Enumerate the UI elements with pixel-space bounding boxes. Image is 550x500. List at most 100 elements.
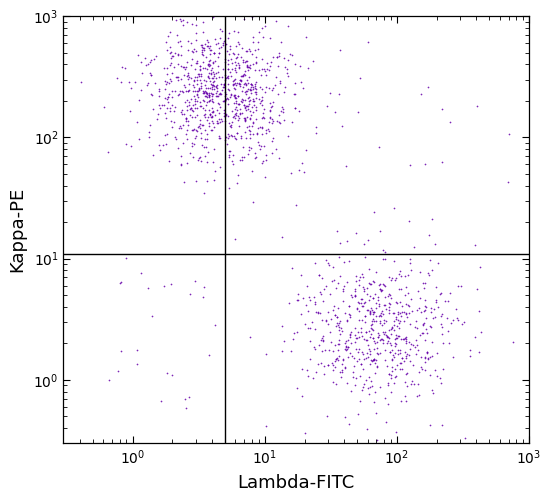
Point <box>427 338 436 346</box>
Point <box>232 179 241 187</box>
Point <box>165 90 174 98</box>
Point <box>298 365 307 373</box>
Point <box>207 104 216 112</box>
Point <box>188 126 196 134</box>
Point <box>184 46 192 54</box>
Point <box>421 160 430 168</box>
Point <box>379 310 388 318</box>
Point <box>144 60 152 68</box>
Point <box>191 47 200 55</box>
Point <box>265 127 273 135</box>
Point <box>351 334 360 342</box>
Point <box>282 68 291 76</box>
Point <box>261 174 270 182</box>
Point <box>185 98 194 106</box>
Point <box>215 44 224 52</box>
Point <box>330 302 339 310</box>
Point <box>353 328 362 336</box>
Point <box>246 126 255 134</box>
Point <box>146 90 155 98</box>
Point <box>414 287 423 295</box>
Point <box>133 360 141 368</box>
Point <box>174 90 183 98</box>
Point <box>305 356 314 364</box>
Point <box>329 378 338 386</box>
Point <box>189 48 197 56</box>
Point <box>509 338 518 346</box>
Point <box>152 52 161 60</box>
Point <box>193 73 202 81</box>
Point <box>417 308 426 316</box>
Point <box>234 100 243 108</box>
Point <box>196 72 205 80</box>
Point <box>168 123 177 131</box>
Point <box>386 338 394 346</box>
Point <box>408 306 416 314</box>
Point <box>361 336 370 344</box>
Point <box>368 334 377 342</box>
Point <box>235 110 244 118</box>
Point <box>360 380 368 388</box>
Point <box>285 50 294 58</box>
Point <box>166 50 174 58</box>
Point <box>230 80 239 88</box>
Point <box>260 114 268 122</box>
Point <box>218 117 227 125</box>
Point <box>217 44 226 52</box>
Point <box>191 60 200 68</box>
Point <box>221 58 230 66</box>
Point <box>400 334 409 342</box>
Point <box>344 336 353 344</box>
Point <box>318 338 327 345</box>
Point <box>387 354 396 362</box>
Point <box>416 294 425 302</box>
Point <box>389 326 398 334</box>
Point <box>204 106 213 114</box>
Point <box>356 273 365 281</box>
Point <box>287 264 296 272</box>
Point <box>177 62 185 70</box>
Point <box>301 320 310 328</box>
Point <box>383 381 392 389</box>
Point <box>271 81 279 89</box>
Point <box>194 70 202 78</box>
Point <box>206 110 215 118</box>
Point <box>159 142 168 150</box>
Point <box>229 92 238 100</box>
Point <box>163 46 172 54</box>
Point <box>414 380 422 388</box>
Point <box>248 118 257 126</box>
Point <box>138 70 146 78</box>
Point <box>222 134 231 141</box>
Point <box>202 101 211 109</box>
Point <box>246 80 255 88</box>
Point <box>310 344 318 351</box>
Point <box>400 291 409 299</box>
Point <box>351 286 360 294</box>
Point <box>266 106 274 114</box>
Point <box>317 334 326 342</box>
Point <box>314 341 323 349</box>
Point <box>358 283 367 291</box>
Point <box>174 50 183 58</box>
Point <box>370 356 379 364</box>
Point <box>397 308 406 316</box>
Point <box>334 280 343 287</box>
Point <box>311 259 320 267</box>
Point <box>212 116 221 124</box>
Point <box>182 62 191 70</box>
Point <box>142 81 151 89</box>
Point <box>201 53 210 61</box>
Point <box>393 316 402 324</box>
Point <box>403 300 412 308</box>
Point <box>436 312 445 320</box>
Point <box>368 308 377 316</box>
Point <box>199 90 208 98</box>
Point <box>290 104 299 112</box>
Point <box>205 56 213 64</box>
Point <box>244 93 253 101</box>
Point <box>249 130 257 138</box>
Point <box>224 134 233 141</box>
Point <box>394 350 403 358</box>
Point <box>351 338 360 346</box>
